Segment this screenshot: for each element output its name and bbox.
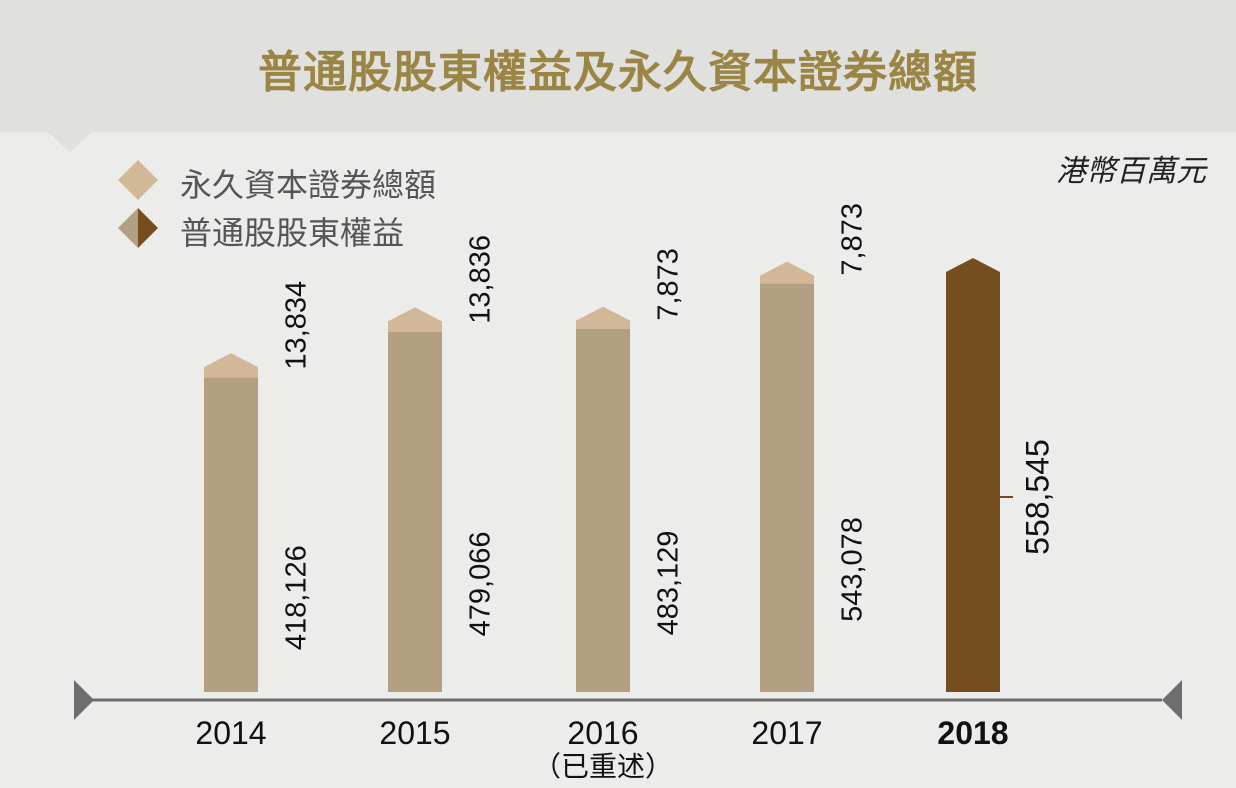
bar-equity-2014 (204, 377, 258, 692)
x-axis-right-arrow (1162, 680, 1182, 720)
label-equity-2015: 479,066 (465, 532, 497, 637)
x-tick-note-2016: （已重述） (533, 750, 673, 783)
legend-swatch-equity (118, 208, 158, 248)
x-tick-label-2016: 2016 (567, 715, 638, 751)
chart-title: 普通股股東權益及永久資本證券總額 (258, 47, 978, 98)
legend-label-perpetual: 永久資本證券總額 (180, 166, 437, 204)
x-tick-label-2014: 2014 (195, 715, 266, 751)
bar-perpetual-2014 (204, 353, 258, 378)
bar-equity-2015 (388, 331, 442, 692)
label-perpetual-2014: 13,834 (281, 281, 313, 370)
header-banner: 普通股股東權益及永久資本證券總額 (0, 0, 1236, 132)
bar-equity-2017 (760, 283, 814, 692)
label-perpetual-2015: 13,836 (465, 235, 497, 324)
bar-equity-2016 (576, 328, 630, 692)
label-perpetual-2016: 7,873 (653, 248, 685, 321)
label-equity-2016: 483,129 (653, 531, 685, 636)
label-equity-2014: 418,126 (281, 545, 313, 650)
header-notch (48, 132, 92, 152)
x-tick-label-2015: 2015 (379, 715, 450, 751)
x-tick-label-2017: 2017 (751, 715, 822, 751)
bar-perpetual-2016 (576, 306, 630, 329)
bar-equity-2018 (946, 257, 1000, 692)
legend-label-equity: 普通股股東權益 (180, 214, 405, 252)
x-tick-label-2018: 2018 (937, 715, 1008, 751)
legend-swatch-perpetual (118, 160, 158, 200)
unit-label: 港幣百萬元 (1056, 154, 1206, 189)
label-perpetual-2017: 7,873 (837, 203, 869, 276)
x-axis-left-arrow (74, 680, 94, 720)
label-equity-2018: 558,545 (1019, 439, 1055, 555)
bar-perpetual-2017 (760, 261, 814, 284)
label-equity-2017: 543,078 (837, 517, 869, 622)
bar-perpetual-2015 (388, 307, 442, 332)
